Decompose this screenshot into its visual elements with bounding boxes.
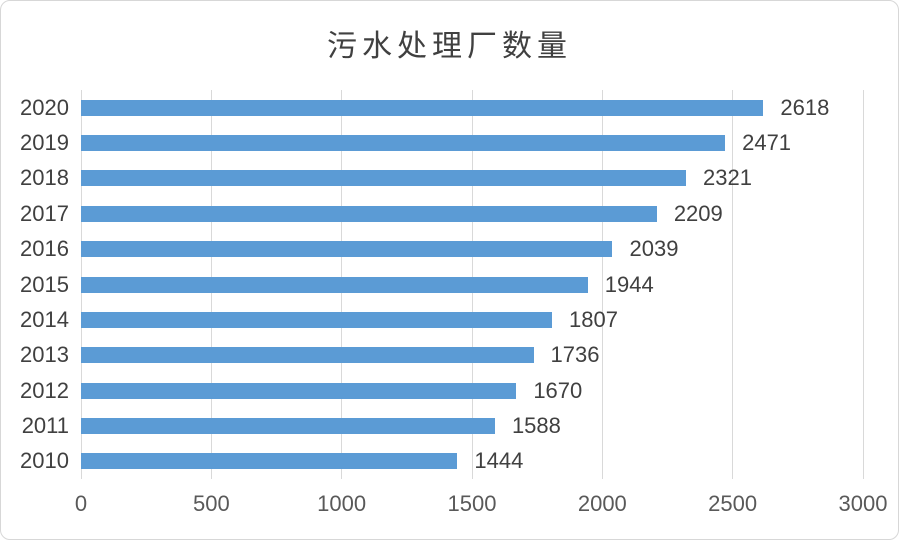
value-label-2011: 1588	[511, 412, 561, 438]
x-tick-label-2500: 2500	[708, 491, 758, 516]
x-tick-label-0: 0	[74, 491, 88, 516]
category-label-2020: 2020	[20, 94, 69, 120]
value-label-2019: 2471	[742, 130, 792, 156]
bar-2010	[81, 453, 458, 470]
gridline-2000	[601, 90, 603, 479]
category-label-2019: 2019	[20, 130, 69, 156]
bar-2018	[81, 170, 686, 187]
bar-2020	[81, 99, 764, 116]
gridline-3000	[862, 90, 864, 479]
bar-2012	[81, 382, 517, 399]
x-tick-label-1500: 1500	[447, 491, 497, 516]
bar-2019	[81, 135, 726, 152]
value-label-2010: 1444	[474, 448, 524, 474]
value-label-2018: 2321	[703, 165, 752, 191]
value-label-2020: 2618	[780, 94, 830, 120]
x-tick-label-2000: 2000	[577, 491, 627, 516]
value-label-2012: 1670	[533, 377, 583, 403]
bar-2015	[81, 276, 588, 293]
x-tick-label-500: 500	[192, 491, 230, 516]
category-label-2016: 2016	[20, 236, 69, 262]
value-label-2017: 2209	[673, 200, 723, 226]
category-label-2014: 2014	[20, 306, 69, 332]
bar-2017	[81, 205, 657, 222]
x-tick-label-3000: 3000	[838, 491, 888, 516]
bar-2013	[81, 347, 534, 364]
chart-title: 污水处理厂数量	[327, 30, 572, 63]
category-label-2017: 2017	[20, 200, 69, 226]
category-label-2012: 2012	[20, 377, 69, 403]
category-label-2013: 2013	[20, 342, 69, 368]
bar-2016	[81, 241, 613, 258]
category-label-2015: 2015	[20, 271, 69, 297]
value-label-2016: 2039	[629, 236, 679, 262]
category-label-2011: 2011	[21, 412, 69, 438]
value-label-2013: 1736	[550, 342, 600, 368]
category-label-2010: 2010	[20, 448, 69, 474]
gridline-2500	[732, 90, 734, 479]
x-tick-label-1000: 1000	[317, 491, 367, 516]
bar-2014	[81, 311, 553, 328]
value-label-2015: 1944	[604, 271, 654, 297]
category-label-2018: 2018	[20, 165, 69, 191]
bar-2011	[81, 417, 495, 434]
value-label-2014: 1807	[569, 306, 618, 332]
